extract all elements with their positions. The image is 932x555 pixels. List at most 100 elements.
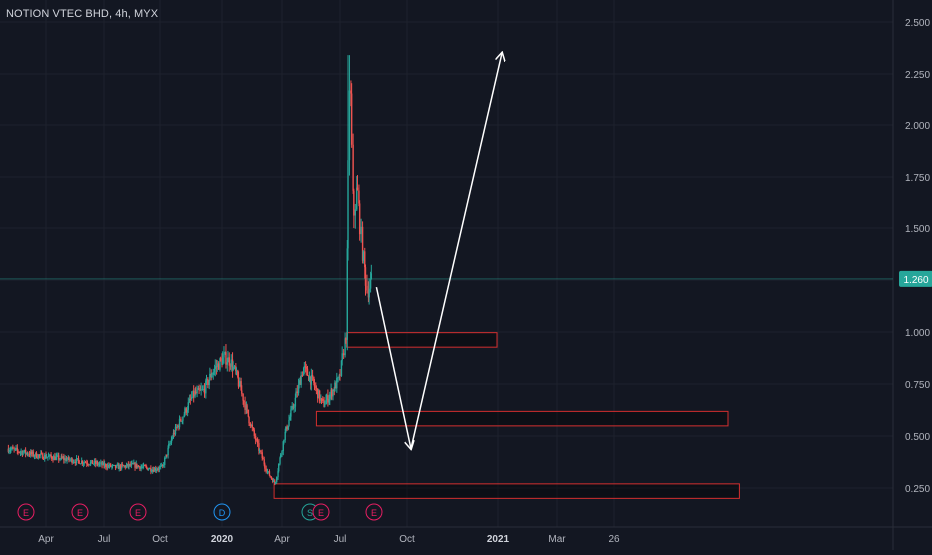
candle (153, 466, 156, 472)
candle (303, 362, 306, 374)
candle (134, 461, 136, 471)
candle-body (178, 418, 181, 428)
candle-body (116, 464, 119, 466)
candle (145, 465, 148, 470)
candle-body (241, 390, 243, 394)
candle (84, 460, 87, 464)
candle-body (350, 93, 353, 145)
candle-body (301, 375, 304, 377)
candle-body (105, 463, 107, 468)
candle (270, 476, 273, 480)
event-marker-d[interactable]: D (213, 503, 231, 521)
candle-body (23, 449, 26, 453)
candle (354, 203, 356, 229)
candle-body (232, 366, 234, 370)
candle (35, 451, 38, 459)
candle (147, 468, 150, 471)
candle-body (310, 375, 313, 385)
candle-body (261, 452, 263, 458)
candle-body (290, 409, 292, 417)
event-marker-e[interactable]: E (365, 503, 383, 521)
candle-body (325, 395, 328, 401)
candle-body (54, 456, 56, 460)
candle-body (279, 454, 282, 458)
event-marker-circle (365, 503, 383, 521)
candle-body (323, 400, 325, 407)
candle (37, 454, 40, 460)
price-axis-label: 1.500 (905, 224, 930, 235)
candle-body (262, 457, 264, 460)
candle (139, 466, 141, 471)
candle (281, 450, 283, 458)
candle (306, 365, 309, 376)
candle (113, 464, 116, 466)
candle-body (195, 391, 197, 394)
event-marker-e[interactable]: E (71, 503, 89, 521)
candle (301, 371, 304, 377)
candle-body (345, 338, 347, 340)
candle (364, 247, 366, 279)
candle (68, 456, 70, 463)
support-zone-3[interactable] (273, 483, 740, 499)
candle (144, 464, 146, 467)
candle-body (248, 416, 250, 424)
candle (241, 385, 243, 397)
candle-body (361, 226, 364, 261)
event-marker-circle (129, 503, 147, 521)
candle-body (139, 466, 141, 469)
candle (288, 414, 290, 427)
candle-body (78, 460, 80, 464)
candle-body (182, 416, 184, 421)
projection-arrow-1[interactable] (375, 286, 411, 449)
candle (187, 397, 190, 413)
candle-body (228, 357, 230, 366)
projection-arrow-2[interactable] (410, 53, 502, 449)
event-marker-e[interactable]: E (17, 503, 35, 521)
candle (30, 449, 33, 457)
candle-body (331, 389, 333, 397)
candle (181, 420, 183, 424)
candle-body (130, 463, 133, 466)
support-zone-1[interactable] (346, 332, 498, 348)
candle-body (205, 378, 208, 381)
candle (219, 356, 222, 362)
candle-body (16, 447, 19, 451)
candle (49, 453, 51, 460)
candle (44, 452, 46, 462)
candle (69, 457, 71, 462)
candle-body (263, 459, 265, 465)
candle (368, 278, 370, 305)
candle-body (272, 480, 275, 483)
candle (66, 457, 68, 464)
candle-body (24, 449, 27, 454)
candle-body (358, 190, 360, 204)
candle-body (93, 463, 95, 465)
candle-body (214, 366, 216, 369)
support-zone-2[interactable] (315, 410, 729, 427)
candle (176, 424, 179, 429)
candle (268, 469, 271, 476)
candle (71, 457, 73, 465)
candle (212, 368, 214, 380)
candle (33, 454, 36, 460)
event-marker-circle (213, 503, 231, 521)
candle-body (187, 402, 190, 410)
candle-body (339, 374, 341, 376)
candle-body (281, 451, 283, 455)
candle-body (267, 471, 269, 473)
candle-body (358, 203, 361, 235)
candle (214, 359, 216, 377)
candle-body (68, 456, 70, 460)
candle (233, 364, 236, 370)
candle (27, 452, 29, 457)
candle (322, 396, 324, 404)
candle (76, 458, 78, 462)
event-marker-e[interactable]: E (129, 503, 147, 521)
candle (353, 188, 355, 229)
candle (313, 379, 316, 391)
candle-body (144, 464, 146, 466)
event-marker-e[interactable]: E (312, 503, 330, 521)
candle-body (111, 466, 113, 468)
